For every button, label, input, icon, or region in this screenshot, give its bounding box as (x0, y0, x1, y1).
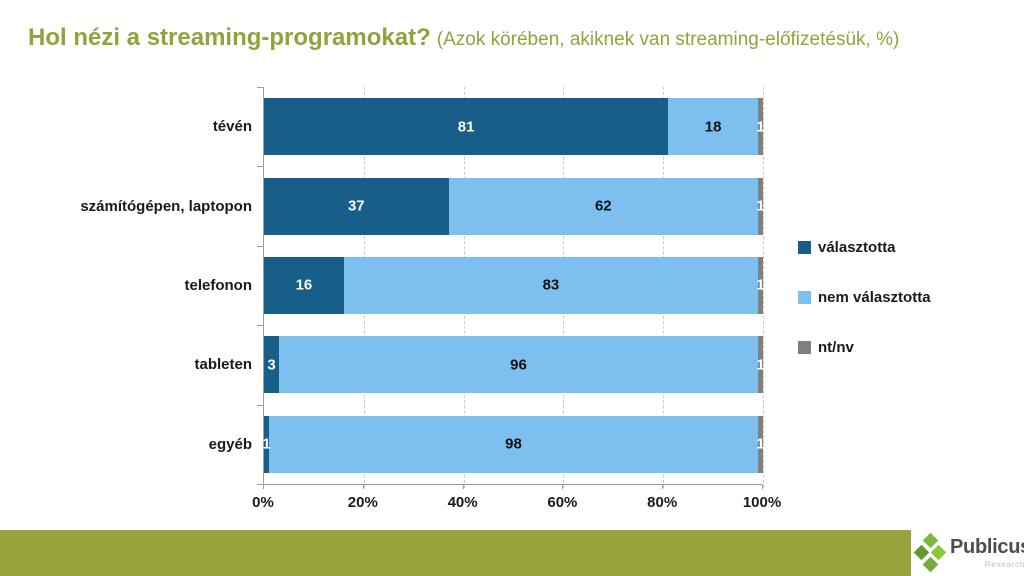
logo-diamond (922, 556, 939, 573)
bar-segment: 1 (756, 177, 765, 235)
category-label: tévén (212, 118, 252, 136)
stacked-bar: 37 62 1 (264, 177, 765, 235)
category-label: számítógépen, laptopon (80, 197, 252, 215)
y-axis-tick (257, 404, 264, 406)
legend-label: nt/nv (818, 338, 854, 356)
bar-segment: 3 (264, 336, 279, 394)
bar-segment: 96 (278, 336, 758, 394)
y-axis-tick (257, 484, 264, 485)
x-axis-tick (362, 485, 364, 489)
legend-item: választotta (798, 238, 931, 256)
legend-marker (798, 290, 811, 304)
x-axis-label: 100% (742, 494, 782, 511)
bar-segment: 1 (756, 415, 765, 473)
bar-row: 37 62 1 (264, 166, 765, 245)
segment-value-label: 62 (594, 197, 612, 215)
segment-value-label: 16 (295, 276, 313, 294)
bar-segment: 37 (264, 177, 449, 235)
bar-segment: 1 (262, 415, 271, 473)
x-axis: 0% 20% 40% 60% 80% 100% (252, 485, 781, 519)
segment-value-label: 1 (756, 197, 765, 215)
x-axis-tick (462, 485, 464, 489)
bar-row: 1 98 1 (262, 405, 765, 484)
segment-value-label: 1 (756, 276, 765, 294)
segment-value-label: 1 (756, 435, 765, 453)
plot-area: 81 18 1 37 62 1 16 83 1 3 96 1 1 98 1 (257, 87, 765, 488)
bar-segment: 16 (264, 256, 344, 314)
bar-segment: 83 (343, 256, 758, 314)
stacked-bar: 81 18 1 (264, 98, 765, 156)
x-axis-label: 40% (447, 494, 478, 511)
logo-diamond (930, 544, 947, 561)
bar-segment: 1 (756, 256, 765, 314)
legend-item: nt/nv (798, 338, 931, 356)
segment-value-label: 1 (262, 435, 271, 453)
bar-segment: 98 (268, 415, 758, 473)
stacked-bar: 3 96 1 (264, 336, 765, 394)
legend: választotta nem választotta nt/nv (798, 238, 931, 390)
y-axis-tick (257, 87, 264, 88)
category-label: egyéb (208, 435, 252, 453)
x-axis-label: 80% (647, 494, 678, 511)
chart-subtitle: (Azok körében, akiknek van streaming-elő… (436, 29, 900, 50)
segment-value-label: 3 (267, 356, 276, 374)
legend-marker (798, 340, 811, 354)
chart-area: tévén számítógépen, laptopon telefonon tabl… (0, 87, 1024, 527)
publicus-logo: Publicus Research (913, 532, 1024, 574)
segment-value-label: 1 (756, 118, 765, 136)
x-axis-label: 0% (252, 494, 274, 511)
bar-row: 3 96 1 (264, 325, 765, 404)
y-axis-tick (257, 166, 264, 168)
logo-diamond (913, 544, 930, 561)
legend-marker (798, 240, 811, 254)
segment-value-label: 83 (542, 276, 560, 294)
publicus-diamonds-icon (913, 532, 947, 573)
bar-segment: 1 (756, 98, 765, 156)
footer-band (0, 530, 911, 576)
slide-header: Hol nézi a streaming-programokat? (Azok k… (28, 24, 899, 52)
x-axis-tick (662, 485, 664, 489)
brand-subtitle: Research (984, 559, 1024, 569)
segment-value-label: 96 (510, 356, 527, 374)
legend-item: nem választotta (798, 288, 931, 306)
chart-title: Hol nézi a streaming-programokat? (28, 24, 431, 51)
stacked-bar: 1 98 1 (262, 415, 765, 473)
category-label: telefonon (184, 277, 253, 295)
y-axis-tick (257, 325, 264, 327)
bar-segment: 1 (756, 336, 765, 394)
stacked-bar: 16 83 1 (264, 256, 765, 314)
x-axis-tick (562, 485, 564, 489)
x-axis-label: 60% (547, 494, 578, 511)
x-axis-tick (263, 485, 264, 489)
segment-value-label: 1 (756, 356, 765, 374)
bar-row: 16 83 1 (264, 246, 765, 325)
y-axis-tick (257, 245, 264, 247)
bar-row: 81 18 1 (264, 87, 765, 166)
category-label: tableten (194, 356, 252, 374)
segment-value-label: 18 (704, 118, 722, 136)
x-axis-tick (762, 485, 763, 489)
segment-value-label: 98 (505, 435, 522, 453)
bar-segment: 81 (264, 98, 669, 156)
brand-name: Publicus (950, 536, 1024, 558)
legend-label: választotta (818, 238, 896, 256)
bar-segment: 62 (448, 177, 758, 235)
x-axis-label: 20% (347, 494, 378, 511)
bar-segment: 18 (668, 98, 758, 156)
legend-label: nem választotta (818, 288, 931, 306)
category-labels: tévén számítógépen, laptopon telefonon tabl… (0, 87, 252, 484)
segment-value-label: 37 (347, 197, 365, 215)
segment-value-label: 81 (457, 118, 475, 136)
gridline (763, 87, 764, 488)
